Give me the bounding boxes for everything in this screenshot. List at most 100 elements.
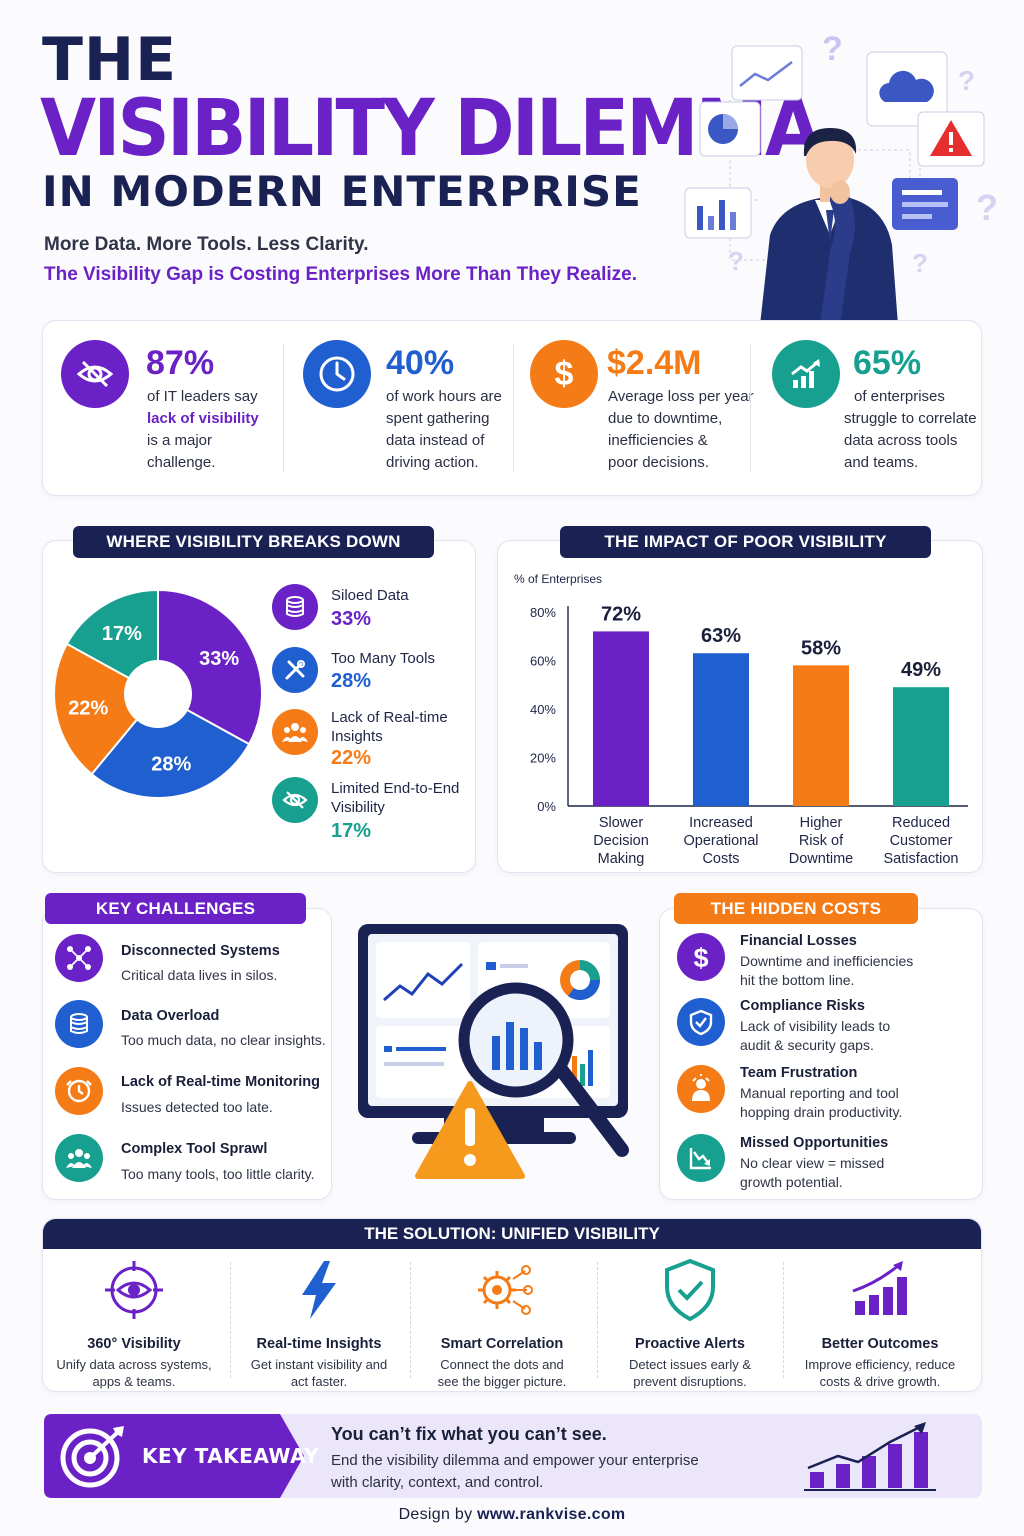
y-tick-label: 20% <box>530 751 556 766</box>
clock-icon <box>303 340 371 408</box>
svg-text:?: ? <box>958 65 975 96</box>
shield-check-icon <box>677 998 725 1046</box>
x-tick-label: Operational <box>684 833 759 849</box>
tagline-highlight: The Visibility Gap is Costing Enterprise… <box>44 264 638 285</box>
solution-item: Real-time Insights Get instant visibilit… <box>229 1257 409 1390</box>
y-tick-label: 40% <box>530 702 556 717</box>
legend-value: 22% <box>331 747 372 769</box>
x-tick-label: Risk of <box>799 833 844 849</box>
divider <box>230 1262 231 1378</box>
bar-data-label: 63% <box>701 625 741 647</box>
challenge-title: Disconnected Systems <box>121 943 280 959</box>
bar <box>793 665 849 806</box>
x-tick-label: Making <box>598 851 645 867</box>
svg-text:?: ? <box>822 30 843 68</box>
challenge-title: Lack of Real-time Monitoring <box>121 1074 320 1090</box>
legend-value: 28% <box>331 670 372 692</box>
bar-data-label: 58% <box>801 637 841 659</box>
divider <box>783 1262 784 1378</box>
solution-item-title: Better Outcomes <box>821 1336 939 1352</box>
pie-slice <box>90 708 251 799</box>
footer: Design by www.rankvise.com <box>0 1506 1024 1524</box>
challenge-desc: Too much data, no clear insights. <box>121 1032 326 1048</box>
stat-text: of work hours are spent gathering data i… <box>386 388 502 471</box>
eye-slash-icon <box>272 777 318 823</box>
solution-item-desc: Improve efficiency, reduce costs & drive … <box>804 1357 956 1389</box>
growth-chart-icon <box>804 1422 936 1491</box>
legend-label: Lack of Real-time Insights <box>331 709 448 745</box>
divider <box>410 1262 411 1378</box>
takeaway-text: End the visibility dilemma and empower y… <box>331 1452 699 1491</box>
eye-slash-icon <box>61 340 129 408</box>
solution-item-title: 360° Visibility <box>87 1336 181 1352</box>
divider <box>750 344 751 472</box>
solution-item-title: Smart Correlation <box>440 1336 564 1352</box>
stat-value: 65% <box>853 344 922 382</box>
y-tick-label: 80% <box>530 605 556 620</box>
footer-link[interactable]: www.rankvise.com <box>477 1506 626 1523</box>
x-tick-label: Costs <box>702 851 739 867</box>
cost-desc: Downtime and inefficiencies hit the botto… <box>740 953 914 988</box>
pie-chart: 33% 28% 22% 17% <box>53 588 263 799</box>
target-eye-icon <box>105 1261 163 1319</box>
lightning-icon <box>302 1261 336 1319</box>
network-icon <box>55 934 103 982</box>
hidden-costs-title: THE HIDDEN COSTS <box>674 893 918 924</box>
cost-desc: Lack of visibility leads to audit & secur… <box>740 1018 891 1053</box>
solution-item: Smart Correlation Connect the dots and se… <box>412 1257 592 1390</box>
x-tick-label: Decision <box>593 833 649 849</box>
solution-item: Better Outcomes Improve efficiency, redu… <box>790 1257 970 1390</box>
svg-text:$: $ <box>555 355 574 393</box>
x-tick-label: Increased <box>689 815 753 831</box>
growth-bars-icon <box>852 1261 907 1315</box>
stat-text: of IT leaders say lack of visibility is … <box>147 388 259 471</box>
tagline: More Data. More Tools. Less Clarity. <box>44 234 369 255</box>
bar-chart: % of Enterprises 0% 20% 40% 60% 80% 72% Slower D… <box>514 572 968 867</box>
svg-text:?: ? <box>912 248 928 278</box>
bar-data-label: 49% <box>901 659 941 681</box>
hero-illustration: ? ? ? ? ? <box>684 30 998 325</box>
divider <box>283 344 284 472</box>
bar <box>893 687 949 806</box>
bar-chart-card <box>684 187 752 239</box>
solution-item: 360° Visibility Unify data across system… <box>44 1257 224 1390</box>
takeaway-label: KEY TAKEAWAY <box>142 1444 320 1468</box>
team-icon <box>55 1134 103 1182</box>
title-main: VISIBILITY DILEMMA <box>40 84 821 174</box>
challenge-desc: Too many tools, too little clarity. <box>121 1166 315 1182</box>
solution-item-desc: Connect the dots and see the bigger pictu… <box>437 1357 567 1389</box>
takeaway-headline: You can’t fix what you can’t see. <box>331 1424 607 1444</box>
impact-title: THE IMPACT OF POOR VISIBILITY <box>560 526 931 558</box>
legend-label: Siloed Data <box>331 587 409 604</box>
database-icon <box>272 584 318 630</box>
solution-panel: THE SOLUTION: UNIFIED VISIBILITY <box>42 1218 982 1392</box>
declining-chart-icon <box>677 1134 725 1182</box>
cost-desc: No clear view = missed growth potential. <box>740 1155 885 1190</box>
pie-slice-label: 28% <box>151 754 191 776</box>
challenge-desc: Issues detected too late. <box>121 1099 273 1115</box>
legend-value: 33% <box>331 608 372 630</box>
clock-alert-icon <box>55 1067 103 1115</box>
challenges-title: KEY CHALLENGES <box>45 893 306 924</box>
pie-slice <box>53 642 139 776</box>
y-axis-label: % of Enterprises <box>514 572 602 586</box>
divider <box>513 344 514 472</box>
svg-text:?: ? <box>728 246 744 276</box>
title-line-1: THE <box>42 25 178 95</box>
stat-highlight: lack of visibility <box>147 410 259 427</box>
x-tick-label: Higher <box>800 815 843 831</box>
pie-slice <box>157 588 263 746</box>
x-tick-label: Satisfaction <box>884 851 959 867</box>
solution-item-desc: Detect issues early & prevent disruptions… <box>628 1357 752 1389</box>
challenge-title: Data Overload <box>121 1008 220 1024</box>
x-tick-label: Reduced <box>892 815 950 831</box>
x-tick-label: Slower <box>599 815 643 831</box>
pie-slice-label: 33% <box>199 648 239 670</box>
database-icon <box>55 1000 103 1048</box>
stat-value: 40% <box>386 344 455 382</box>
x-tick-label: Customer <box>890 833 953 849</box>
stat-value: $2.4M <box>607 344 702 382</box>
solution-item-desc: Get instant visibility and act faster. <box>250 1357 388 1389</box>
bar <box>593 631 649 806</box>
thinking-businessman <box>760 128 898 325</box>
